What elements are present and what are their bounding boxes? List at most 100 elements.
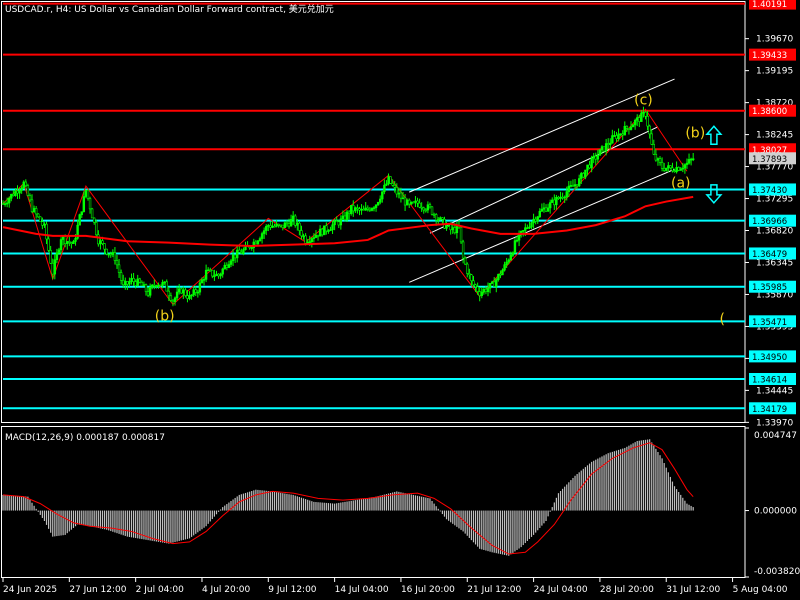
bear-candle (186, 295, 189, 299)
bull-candle (53, 259, 57, 275)
bear-candle (607, 143, 610, 145)
bear-candle (449, 224, 452, 231)
bull-candle (439, 217, 442, 220)
channel-middle-line (429, 126, 659, 234)
support-tag: 1.35471 (752, 318, 787, 328)
bear-candle (105, 248, 108, 255)
bull-candle (667, 165, 670, 169)
bear-candle (470, 274, 473, 282)
bear-candle (646, 115, 649, 127)
bull-candle (236, 249, 239, 259)
bull-candle (586, 164, 589, 171)
bull-candle (20, 187, 23, 191)
bull-candle (323, 225, 326, 236)
bull-candle (596, 155, 600, 160)
support-tag: 1.35985 (752, 283, 787, 293)
macd-tick-label: -0.003820 (754, 567, 800, 577)
bull-candle (18, 190, 21, 194)
bear-candle (103, 243, 106, 250)
resistance-tag: 1.39433 (752, 51, 787, 61)
bull-candle (633, 119, 637, 126)
bull-candle (215, 273, 218, 277)
bear-candle (582, 173, 585, 178)
bear-candle (428, 204, 432, 208)
bull-candle (555, 196, 558, 206)
bull-candle (546, 207, 550, 212)
channel-upper-line (409, 78, 675, 193)
bear-candle (34, 208, 38, 215)
bear-candle (420, 206, 423, 209)
main-pane (0, 0, 746, 423)
bear-candle (63, 236, 67, 244)
bull-candle (683, 164, 687, 169)
time-tick-label: 2 Jul 04:00 (136, 585, 185, 595)
bear-candle (461, 241, 465, 259)
bull-candle (619, 133, 622, 136)
bear-candle (418, 202, 421, 208)
time-axis: 24 Jun 2025 27 Jun 12:00 2 Jul 04:00 4 Jul … (2, 578, 788, 595)
bear-candle (434, 214, 438, 221)
bear-candle (88, 198, 92, 210)
support-tag: 1.34179 (752, 405, 787, 415)
bull-candle (151, 284, 154, 288)
level-tags: 1.40191 1.39433 1.38600 1.38027 1.37430 1.369… (749, 0, 796, 415)
bear-candle (144, 284, 148, 292)
bull-candle (14, 190, 17, 196)
bear-candle (39, 216, 42, 223)
bull-candle (74, 238, 77, 242)
bull-candle (455, 225, 459, 234)
bear-candle (638, 117, 641, 122)
bear-candle (95, 222, 98, 236)
bull-candle (685, 162, 689, 165)
bear-candle (122, 280, 125, 286)
bear-candle (368, 208, 372, 211)
bear-candle (233, 254, 237, 259)
bear-candle (391, 183, 394, 186)
bull-candle (155, 285, 158, 287)
bear-candle (47, 238, 50, 251)
macd-pane (0, 426, 746, 578)
bear-candle (16, 190, 19, 194)
bear-candle (395, 186, 398, 195)
bull-candle (262, 230, 266, 234)
bear-candle (652, 144, 656, 155)
time-tick-label: 21 Jul 12:00 (467, 585, 521, 595)
bull-candle (55, 252, 59, 261)
bull-candle (665, 167, 668, 171)
bear-candle (281, 224, 285, 228)
moving-average-line (2, 195, 694, 247)
bear-candle (140, 281, 144, 287)
time-tick-label: 16 Jul 20:00 (401, 585, 455, 595)
wave-label: (a) (671, 175, 691, 191)
bull-candle (623, 125, 626, 136)
bull-candle (536, 216, 539, 222)
bull-candle (242, 249, 245, 254)
bear-candle (51, 262, 54, 275)
bear-candle (225, 264, 229, 268)
bull-candle (111, 252, 115, 255)
bull-candle (8, 197, 11, 204)
bull-candle (598, 149, 602, 156)
signal-arrows (705, 125, 723, 204)
resistance-tag: 1.38600 (752, 107, 787, 117)
bull-candle (59, 239, 63, 251)
price-tick-label: 1.37770 (756, 163, 793, 173)
bear-candle (1, 203, 5, 205)
bull-candle (296, 222, 299, 226)
bull-candle (609, 142, 612, 145)
bull-candle (258, 238, 262, 242)
support-tag: 1.34950 (752, 353, 787, 363)
price-candles (1, 106, 695, 307)
bear-candle (343, 215, 347, 220)
bull-candle (289, 219, 293, 227)
bear-candle (153, 284, 156, 287)
bear-candle (658, 158, 662, 163)
time-tick-label: 9 Jul 12:00 (268, 585, 317, 595)
bear-candle (621, 133, 624, 136)
bull-candle (580, 173, 583, 179)
bull-candle (128, 281, 131, 285)
bull-candle (130, 277, 133, 282)
bear-candle (26, 185, 30, 196)
price-tick-label: 1.39195 (756, 67, 793, 77)
